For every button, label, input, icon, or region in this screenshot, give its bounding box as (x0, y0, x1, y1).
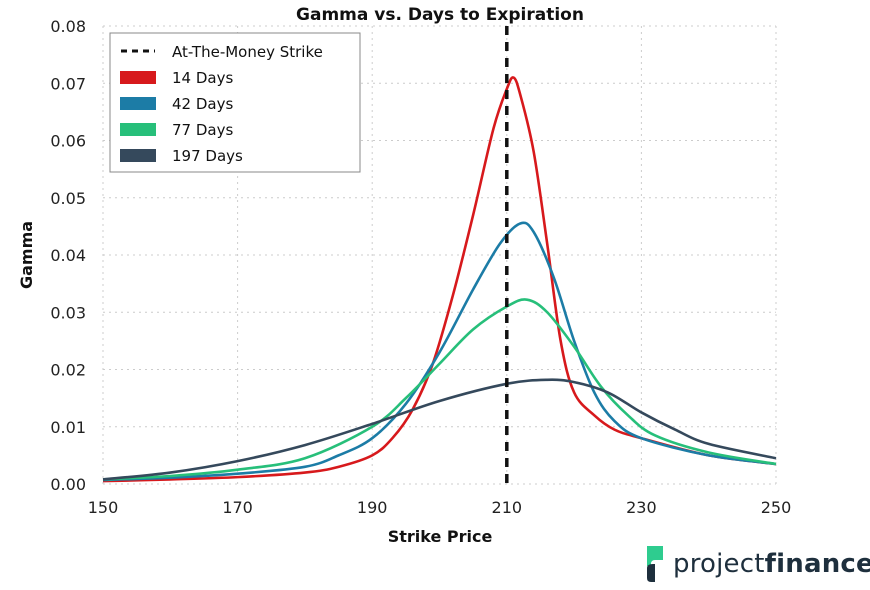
legend-label: 14 Days (172, 69, 233, 87)
legend-swatch (120, 71, 156, 84)
y-tick-label: 0.03 (50, 303, 86, 322)
y-tick-label: 0.07 (50, 74, 86, 93)
logo-text-project: project (673, 549, 765, 579)
y-tick-label: 0.05 (50, 189, 86, 208)
chart-title: Gamma vs. Days to Expiration (296, 5, 584, 25)
logo-text: projectfinance (673, 549, 870, 579)
series-lines (102, 76, 777, 483)
legend-atm-label: At-The-Money Strike (172, 43, 323, 61)
legend-swatch (120, 97, 156, 110)
legend-label: 42 Days (172, 95, 233, 113)
x-tick-label: 250 (761, 498, 792, 517)
legend-label: 197 Days (172, 147, 243, 165)
legend-swatch (120, 149, 156, 162)
logo-mark-icon (647, 546, 663, 582)
series-line-14-days (102, 76, 777, 483)
projectfinance-logo: projectfinance (645, 544, 870, 584)
x-axis-label: Strike Price (388, 527, 493, 546)
series-line-197-days (102, 378, 777, 481)
y-tick-label: 0.02 (50, 361, 86, 380)
y-tick-label: 0.01 (50, 418, 86, 437)
x-tick-label: 170 (222, 498, 253, 517)
y-tick-label: 0.00 (50, 475, 86, 494)
logo-text-finance: finance (764, 549, 870, 579)
y-tick-label: 0.04 (50, 246, 86, 265)
x-tick-label: 210 (492, 498, 523, 517)
x-tick-label: 230 (626, 498, 657, 517)
y-tick-label: 0.08 (50, 17, 86, 36)
y-axis-label: Gamma (17, 221, 36, 289)
y-tick-label: 0.06 (50, 132, 86, 151)
series-line-77-days (102, 298, 777, 481)
legend: At-The-Money Strike 14 Days 42 Days 77 Day… (109, 32, 361, 173)
legend-label: 77 Days (172, 121, 233, 139)
series-line-42-days (102, 221, 777, 482)
legend-swatch (120, 123, 156, 136)
axes: 150 170 190 210 230 250 0.00 0.01 0.02 0.03 0.04 0.… (50, 17, 791, 517)
x-tick-label: 150 (88, 498, 119, 517)
x-tick-label: 190 (357, 498, 388, 517)
